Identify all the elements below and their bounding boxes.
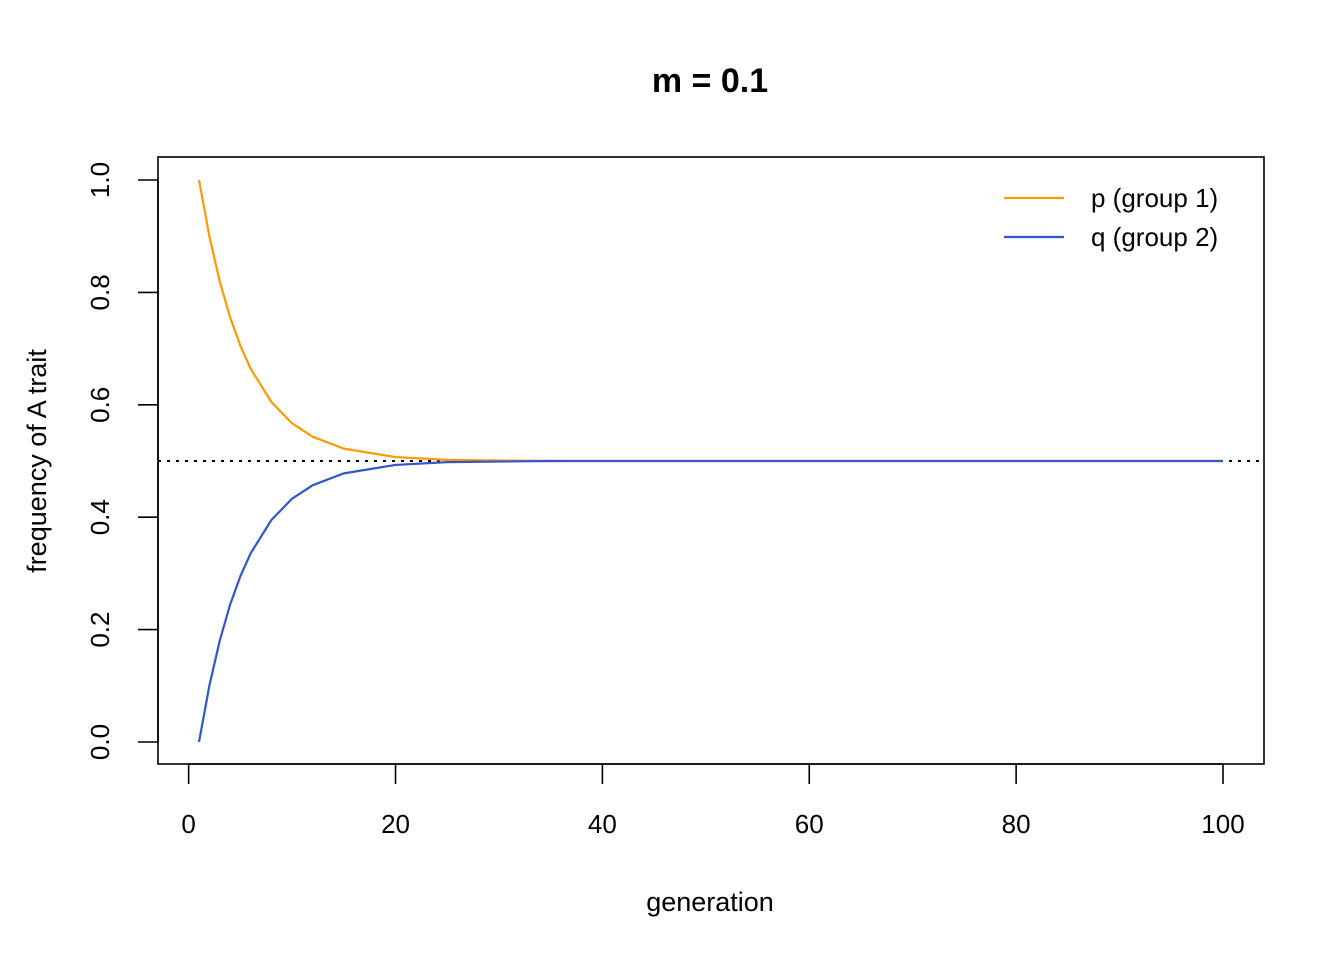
y-axis-label: frequency of A trait	[22, 349, 52, 573]
y-tick-label: 0.6	[85, 387, 115, 423]
y-tick-label: 1.0	[85, 162, 115, 198]
chart-title: m = 0.1	[652, 62, 768, 100]
x-tick-label: 40	[588, 809, 617, 839]
legend-label-2: q (group 2)	[1091, 222, 1218, 252]
x-tick-label: 20	[381, 809, 410, 839]
y-tick-label: 0.8	[85, 274, 115, 310]
x-tick-label: 60	[795, 809, 824, 839]
y-axis: 0.0 0.2 0.4 0.6 0.8 1.0	[85, 162, 159, 760]
x-axis: 0 20 40 60 80 100	[181, 763, 1245, 839]
x-axis-label: generation	[646, 887, 774, 917]
legend: p (group 1) q (group 2)	[1004, 183, 1218, 252]
series-line-1	[197, 179, 1223, 463]
x-tick-label: 100	[1201, 809, 1244, 839]
y-tick-label: 0.2	[85, 612, 115, 648]
y-tick-label: 0.4	[85, 499, 115, 535]
plot-lines	[158, 179, 1264, 743]
y-tick-label: 0.0	[85, 724, 115, 760]
series-line-2	[197, 459, 1223, 743]
x-tick-label: 80	[1002, 809, 1031, 839]
x-tick-label: 0	[181, 809, 195, 839]
legend-label-1: p (group 1)	[1091, 183, 1218, 213]
